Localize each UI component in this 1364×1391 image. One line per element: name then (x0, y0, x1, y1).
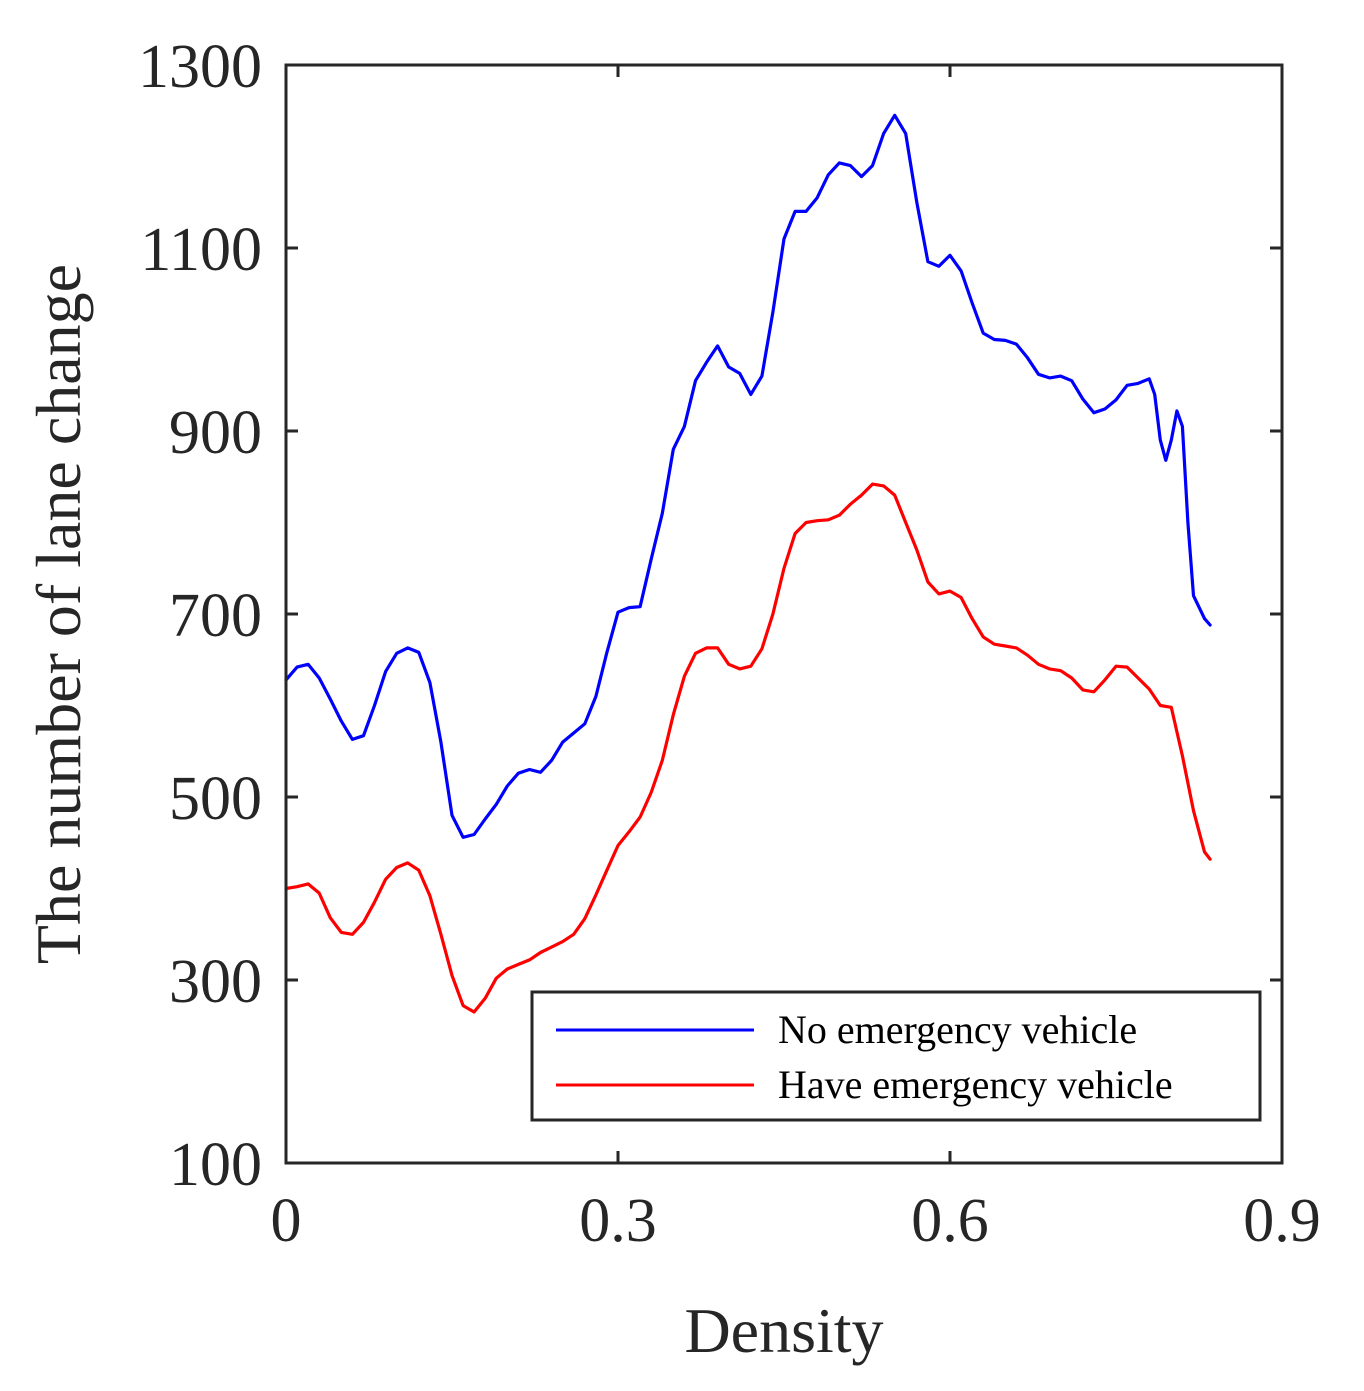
series-layer (284, 113, 1212, 1014)
y-tick-label: 500 (169, 765, 262, 833)
y-axis: 100 300 500 700 900 1100 1300 (138, 33, 1282, 1199)
legend-label-have-emergency: Have emergency vehicle (778, 1062, 1173, 1107)
x-tick-label: 0.3 (579, 1187, 657, 1255)
y-tick-label: 1100 (140, 216, 262, 284)
x-tick-label: 0.9 (1243, 1187, 1321, 1255)
series-line-0 (284, 113, 1212, 839)
y-axis-title: The number of lane change (23, 264, 94, 964)
x-axis: 0 0.3 0.6 0.9 (271, 65, 1321, 1255)
y-tick-label: 900 (169, 399, 262, 467)
legend-label-no-emergency: No emergency vehicle (778, 1007, 1137, 1052)
legend: No emergency vehicle Have emergency vehi… (530, 990, 1262, 1122)
legend-box (530, 990, 1262, 1122)
x-axis-title: Density (684, 1295, 883, 1366)
x-tick-label: 0 (271, 1187, 302, 1255)
y-tick-label: 1300 (138, 33, 262, 101)
y-tick-label: 100 (169, 1131, 262, 1199)
series-line-1 (284, 482, 1212, 1014)
y-tick-label: 700 (169, 582, 262, 650)
x-tick-label: 0.6 (911, 1187, 989, 1255)
y-tick-label: 300 (169, 948, 262, 1016)
